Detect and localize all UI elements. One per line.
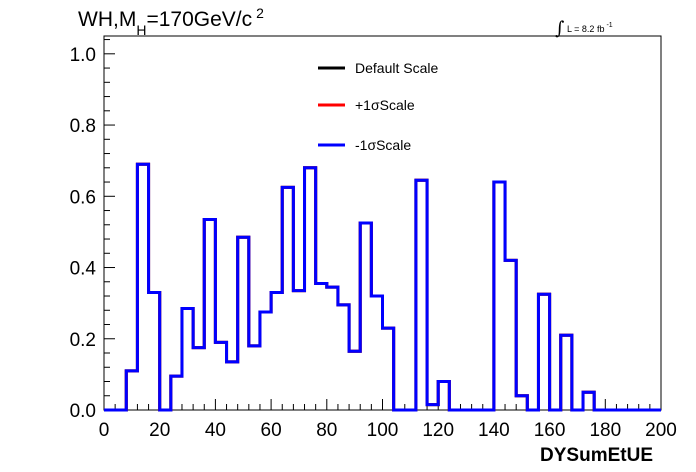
series--1-scale [104, 162, 661, 412]
series--1-scale [104, 162, 661, 412]
x-tick-label: 140 [478, 420, 510, 441]
x-tick-label: 60 [261, 420, 282, 441]
title-rest: =170GeV/c [146, 8, 252, 31]
legend-entry: -1σScale [355, 137, 411, 153]
legend-entry: Default Scale [355, 60, 438, 76]
title-main: WH,M [78, 8, 136, 31]
luminosity-superscript: -1 [606, 22, 612, 29]
x-tick-label: 120 [422, 420, 454, 441]
y-tick-label: 0.4 [70, 259, 97, 280]
series-default-scale [104, 162, 661, 412]
x-tick-label: 0 [99, 420, 110, 441]
x-tick-label: 80 [316, 420, 337, 441]
series-layer [104, 162, 661, 412]
title-subscript: H [136, 22, 146, 38]
legend-entry: +1σScale [355, 97, 415, 113]
legend: Default Scale +1σScale -1σScale [318, 60, 438, 153]
title-superscript: 2 [256, 5, 264, 21]
y-tick-label: 0.8 [70, 116, 96, 137]
luminosity-label: L = 8.2 fb -1 [567, 22, 613, 34]
x-tick-label: 160 [534, 420, 566, 441]
x-tick-label: 40 [205, 420, 226, 441]
y-tick-label: 0.6 [70, 187, 96, 208]
y-tick-label: 1.0 [70, 45, 96, 66]
x-tick-label: 100 [367, 420, 399, 441]
plot-frame [103, 35, 662, 411]
x-tick-label: 180 [589, 420, 621, 441]
axes: 0 20 40 60 80 100 120 140 160 180 200 0.0 0.2 0.4 0.6 0… [70, 39, 677, 441]
y-tick-label: 0.2 [70, 330, 96, 351]
chart-title: WH,MH=170GeV/c 2 [78, 5, 264, 38]
luminosity-text: L = 8.2 fb [567, 24, 604, 34]
x-axis-label: DYSumEtUE [540, 445, 653, 466]
x-tick-label: 200 [645, 420, 677, 441]
x-tick-label: 20 [149, 420, 170, 441]
y-tick-label: 0.0 [70, 401, 96, 422]
integral-symbol: ∫ [555, 18, 565, 39]
